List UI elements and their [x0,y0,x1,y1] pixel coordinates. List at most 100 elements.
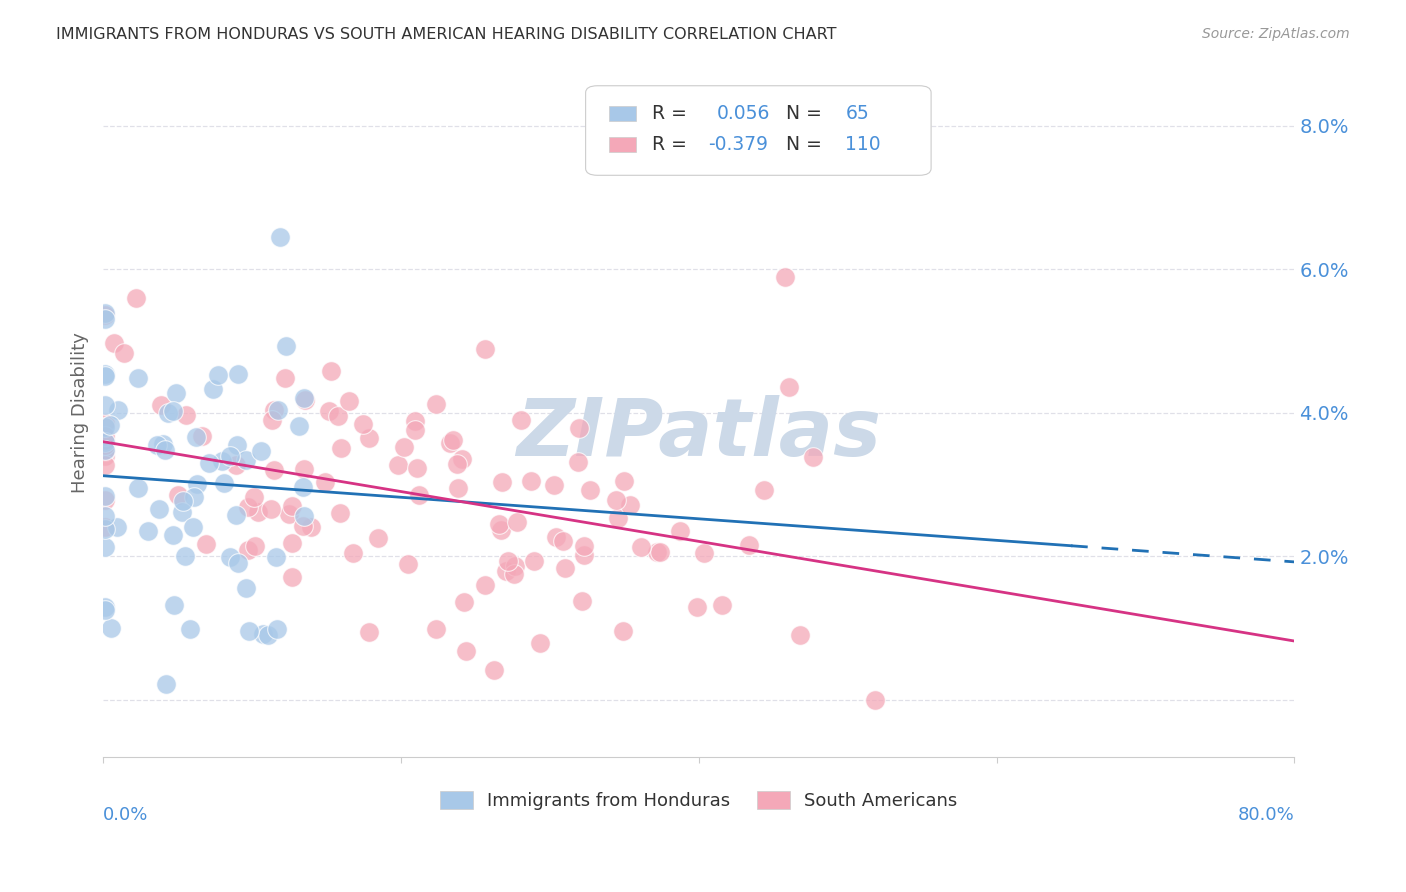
Point [260,501,283,516]
Point [127,481,149,495]
Point [243,539,266,553]
Point [172,494,194,508]
Point [198,456,221,470]
Point [93,398,115,412]
Point [520,474,543,488]
Point [243,490,266,504]
Point [93,540,115,554]
Text: ZIPatlas: ZIPatlas [516,394,882,473]
Point [98,417,121,432]
Point [269,229,291,244]
Point [174,549,197,563]
Point [446,457,468,471]
Point [93,600,115,615]
Point [321,364,343,378]
Point [93,438,115,452]
Point [238,624,260,639]
Point [789,628,811,642]
Point [273,371,295,385]
Point [93,306,115,320]
Point [686,599,709,614]
Point [93,429,115,443]
Point [503,566,526,581]
Point [387,458,409,472]
Point [523,554,546,568]
Text: 110: 110 [845,135,882,153]
Point [156,406,179,420]
Point [488,517,510,532]
Point [711,598,734,612]
Point [404,414,426,428]
Point [405,461,427,475]
Point [225,458,247,473]
Point [274,339,297,353]
Point [404,423,426,437]
Point [328,409,350,424]
Point [257,628,280,642]
Point [648,545,671,559]
Point [152,437,174,451]
Point [107,403,129,417]
Point [299,520,322,534]
Point [226,438,249,452]
Point [211,454,233,468]
Point [246,505,269,519]
Point [93,458,115,472]
Point [93,492,115,507]
Point [337,394,360,409]
Point [567,455,589,469]
Point [226,367,249,381]
Point [186,476,208,491]
Point [226,556,249,570]
Point [668,524,690,538]
Point [489,523,512,537]
Point [148,501,170,516]
Point [408,488,430,502]
FancyBboxPatch shape [586,86,931,176]
Point [262,413,284,427]
Point [250,444,273,458]
Point [441,433,464,447]
Point [127,371,149,385]
Point [264,550,287,565]
Point [506,515,529,529]
Text: 0.0%: 0.0% [103,805,149,823]
Point [153,442,176,457]
Point [352,417,374,432]
Point [170,505,193,519]
Point [105,520,128,534]
Point [619,499,641,513]
Point [93,312,115,326]
Point [266,622,288,636]
Text: 80.0%: 80.0% [1237,805,1295,823]
Point [367,531,389,545]
Point [219,449,242,463]
Point [93,509,115,524]
Point [773,270,796,285]
Text: Source: ZipAtlas.com: Source: ZipAtlas.com [1202,27,1350,41]
Point [359,431,381,445]
Text: 65: 65 [845,103,869,123]
FancyBboxPatch shape [609,136,636,152]
Point [613,474,636,488]
Point [287,419,309,434]
Point [281,570,304,584]
Point [93,489,115,503]
Point [263,463,285,477]
Point [543,478,565,492]
Point [93,309,115,323]
Point [278,507,301,521]
Point [236,542,259,557]
Point [181,520,204,534]
Point [235,581,257,595]
Point [292,479,315,493]
Text: R =: R = [652,135,688,153]
Point [754,483,776,498]
Point [235,453,257,467]
Point [138,524,160,538]
Point [529,635,551,649]
Point [176,409,198,423]
Point [342,546,364,560]
Point [93,449,115,463]
Point [484,663,506,677]
